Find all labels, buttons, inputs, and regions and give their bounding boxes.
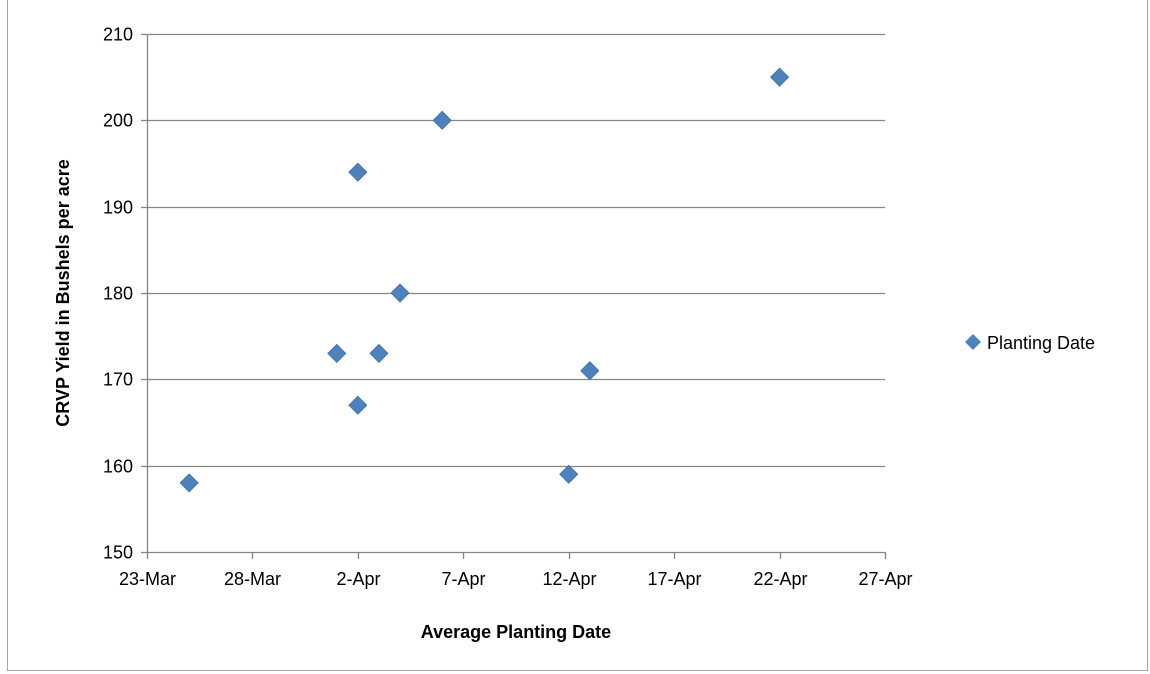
x-tick-label: 23-Mar: [119, 569, 176, 589]
data-point: [432, 110, 452, 130]
data-point: [327, 343, 347, 363]
y-tick-label: 200: [103, 111, 133, 131]
x-tick-label: 28-Mar: [224, 569, 281, 589]
x-tick-label: 27-Apr: [858, 569, 912, 589]
x-axis-ticks: 23-Mar 28-Mar 2-Apr 7-Apr 12-Apr 17-Apr 22-Apr…: [119, 552, 913, 589]
y-axis-ticks: 150 160 170 180 190 200 210: [103, 25, 147, 563]
y-tick-label: 170: [103, 370, 133, 390]
data-point: [580, 361, 600, 381]
y-tick-label: 210: [103, 25, 133, 45]
x-tick-label: 12-Apr: [542, 569, 596, 589]
legend-marker-diamond: [965, 334, 981, 350]
x-tick-label: 7-Apr: [441, 569, 485, 589]
y-tick-label: 180: [103, 284, 133, 304]
legend-label: Planting Date: [987, 333, 1095, 353]
legend: Planting Date: [965, 333, 1095, 353]
y-tick-label: 190: [103, 198, 133, 218]
data-point: [348, 162, 368, 182]
data-point: [348, 395, 368, 415]
x-tick-label: 22-Apr: [753, 569, 807, 589]
x-tick-label: 17-Apr: [647, 569, 701, 589]
data-point: [179, 473, 199, 493]
data-points: [179, 67, 790, 493]
chart-frame: [7, 0, 1148, 671]
data-point: [770, 67, 790, 87]
data-point: [369, 343, 389, 363]
gridlines: [147, 33, 885, 468]
x-tick-label: 2-Apr: [336, 569, 380, 589]
y-tick-label: 150: [103, 543, 133, 563]
y-axis-title: CRVP Yield in Bushels per acre: [53, 159, 73, 426]
axes: [146, 34, 885, 554]
y-tick-label: 160: [103, 457, 133, 477]
data-point: [559, 464, 579, 484]
data-point: [390, 283, 410, 303]
x-axis-title: Average Planting Date: [421, 622, 611, 642]
